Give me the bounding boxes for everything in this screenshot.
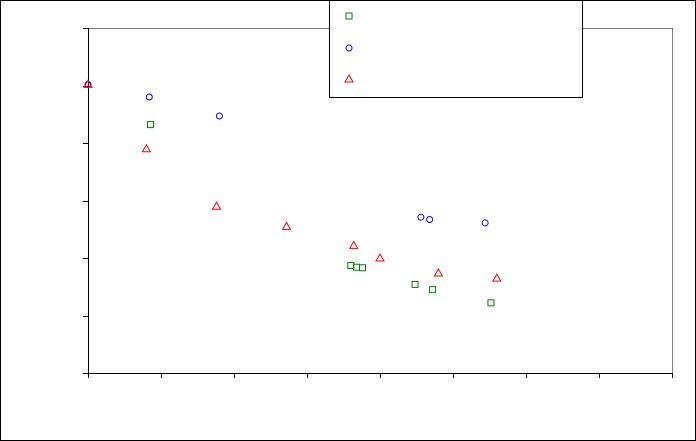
legend [329,0,583,98]
triangle-data-point [491,273,502,282]
triangle-data-point [348,240,359,249]
data-points [83,79,502,307]
circle-data-point [481,219,489,227]
square-data-point [411,280,419,288]
triangle-data-point [141,143,152,153]
triangle-data-point [433,267,444,277]
triangle-data-point [211,201,222,210]
square-data-point [487,299,495,307]
legend-markers [344,12,354,83]
axis-ticks [83,28,673,378]
square-data-point [358,264,366,272]
circle-data-point [145,93,153,101]
legend-marker-circle [345,44,353,52]
circle-data-point [417,213,425,221]
legend-marker-square [345,12,353,20]
legend-marker-triangle [344,73,354,83]
triangle-data-point [375,252,385,262]
legend-box [329,0,583,98]
circle-data-point [215,112,223,120]
square-data-point [146,121,154,129]
series-square [146,121,495,307]
series-triangle [83,79,502,282]
triangle-data-point [83,79,93,88]
triangle-data-point [281,221,292,230]
circle-data-point [426,215,434,223]
square-data-point [429,286,437,294]
